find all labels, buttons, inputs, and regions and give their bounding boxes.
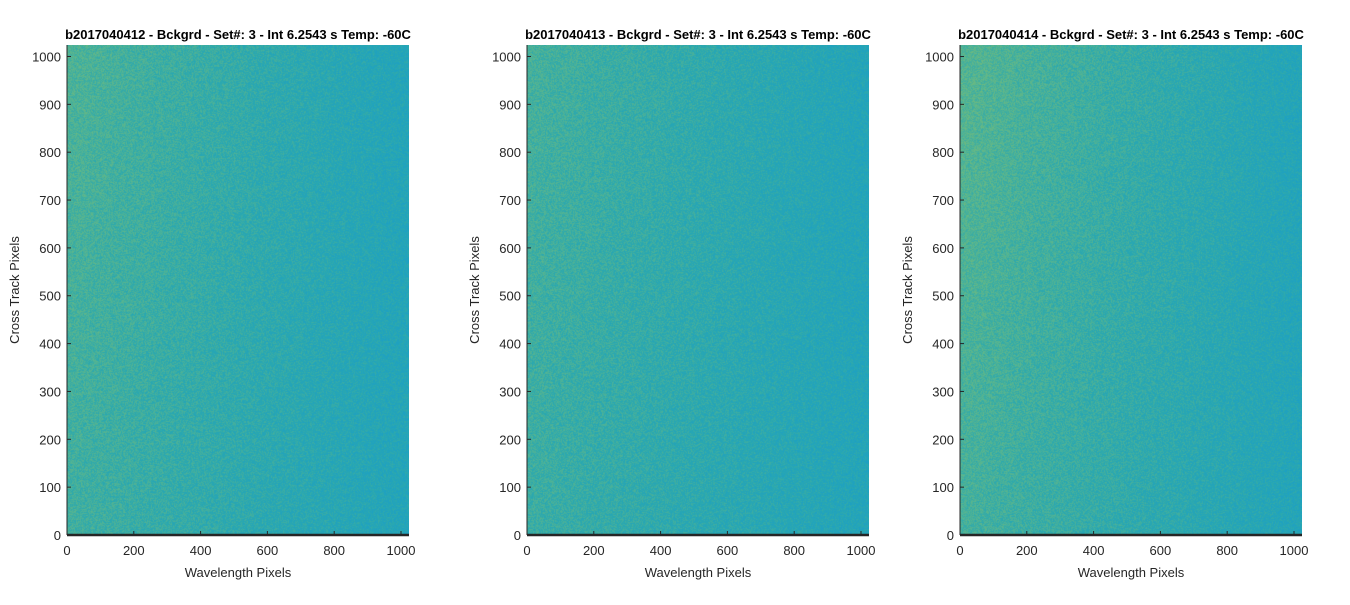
y-tick-label: 500 — [499, 289, 521, 304]
x-tick-label: 600 — [717, 543, 739, 558]
x-tick-label: 1000 — [847, 543, 876, 558]
y-tick-label: 200 — [932, 432, 954, 447]
x-tick-label: 200 — [583, 543, 605, 558]
y-tick-label: 200 — [39, 432, 61, 447]
chart-panel-2: 0 200 400 600 800 1000 0 100 200 300 400 500 600 700 8… — [467, 27, 875, 580]
y-tick-label: 400 — [39, 337, 61, 352]
x-tick-label: 0 — [956, 543, 963, 558]
y-tick-label: 0 — [54, 528, 61, 543]
y-tick-label: 800 — [932, 145, 954, 160]
heatmap-image — [527, 45, 869, 535]
x-tick-label: 800 — [323, 543, 345, 558]
x-tick-label: 400 — [650, 543, 672, 558]
y-tick-label: 0 — [514, 528, 521, 543]
y-tick-label: 100 — [499, 480, 521, 495]
y-tick-label: 500 — [39, 289, 61, 304]
y-tick-label: 400 — [932, 337, 954, 352]
x-tick-label: 600 — [257, 543, 279, 558]
y-tick-label: 500 — [932, 289, 954, 304]
x-tick-label: 800 — [1216, 543, 1238, 558]
y-tick-label: 1000 — [32, 49, 61, 64]
y-tick-label: 0 — [947, 528, 954, 543]
x-tick-label: 400 — [190, 543, 212, 558]
y-tick-label: 900 — [932, 97, 954, 112]
x-axis-label: Wavelength Pixels — [645, 565, 752, 580]
x-tick-label: 200 — [1016, 543, 1038, 558]
y-tick-label: 400 — [499, 337, 521, 352]
y-axis-label: Cross Track Pixels — [467, 236, 482, 344]
y-tick-label: 900 — [39, 97, 61, 112]
y-tick-label: 1000 — [925, 49, 954, 64]
y-tick-label: 600 — [932, 241, 954, 256]
y-axis-label: Cross Track Pixels — [7, 236, 22, 344]
x-tick-label: 1000 — [387, 543, 416, 558]
y-tick-label: 600 — [39, 241, 61, 256]
y-tick-label: 900 — [499, 97, 521, 112]
y-tick-label: 800 — [499, 145, 521, 160]
y-tick-label: 700 — [932, 193, 954, 208]
x-tick-label: 1000 — [1280, 543, 1309, 558]
y-tick-label: 300 — [39, 384, 61, 399]
heatmap-image — [960, 45, 1302, 535]
chart-panel-1: 0 200 400 600 800 1000 0 100 200 300 400 500 600 700 8… — [7, 27, 415, 580]
x-tick-label: 600 — [1150, 543, 1172, 558]
x-tick-label: 0 — [63, 543, 70, 558]
x-tick-label: 400 — [1083, 543, 1105, 558]
y-tick-label: 800 — [39, 145, 61, 160]
x-tick-label: 800 — [783, 543, 805, 558]
x-tick-label: 0 — [523, 543, 530, 558]
y-tick-label: 200 — [499, 432, 521, 447]
y-tick-label: 100 — [932, 480, 954, 495]
chart-panel-3: 0 200 400 600 800 1000 0 100 200 300 400 500 600 700 8… — [900, 27, 1308, 580]
y-tick-label: 300 — [499, 384, 521, 399]
y-tick-label: 100 — [39, 480, 61, 495]
y-tick-label: 300 — [932, 384, 954, 399]
y-tick-label: 600 — [499, 241, 521, 256]
chart-title: b2017040413 - Bckgrd - Set#: 3 - Int 6.2… — [525, 27, 871, 42]
y-axis-label: Cross Track Pixels — [900, 236, 915, 344]
x-tick-label: 200 — [123, 543, 145, 558]
heatmap-image — [67, 45, 409, 535]
y-tick-label: 1000 — [492, 49, 521, 64]
x-axis-label: Wavelength Pixels — [185, 565, 292, 580]
chart-title: b2017040414 - Bckgrd - Set#: 3 - Int 6.2… — [958, 27, 1304, 42]
y-tick-label: 700 — [39, 193, 61, 208]
x-axis-label: Wavelength Pixels — [1078, 565, 1185, 580]
y-tick-label: 700 — [499, 193, 521, 208]
chart-title: b2017040412 - Bckgrd - Set#: 3 - Int 6.2… — [65, 27, 411, 42]
